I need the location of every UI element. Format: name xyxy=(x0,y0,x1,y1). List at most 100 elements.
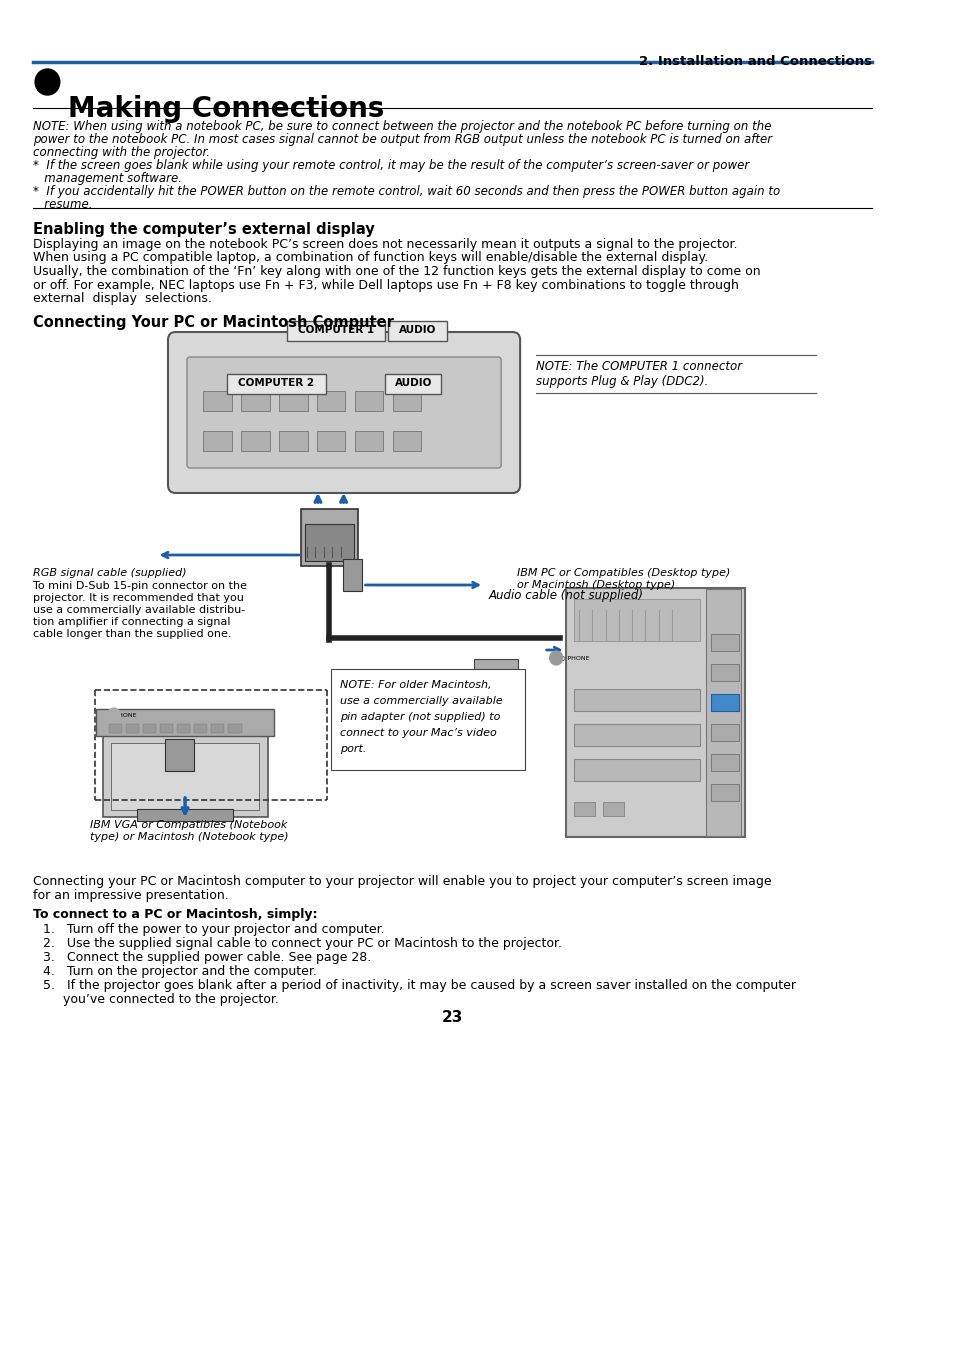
Text: or Macintosh (Desktop type): or Macintosh (Desktop type) xyxy=(517,580,675,590)
Text: 2. Installation and Connections: 2. Installation and Connections xyxy=(639,55,871,67)
Text: connecting with the projector.: connecting with the projector. xyxy=(33,146,210,159)
Circle shape xyxy=(107,708,120,723)
Text: COMPUTER 2: COMPUTER 2 xyxy=(238,377,314,388)
Text: for an impressive presentation.: for an impressive presentation. xyxy=(33,888,229,902)
FancyBboxPatch shape xyxy=(316,431,345,452)
FancyBboxPatch shape xyxy=(565,588,744,837)
FancyBboxPatch shape xyxy=(316,391,345,411)
FancyBboxPatch shape xyxy=(227,373,325,394)
FancyBboxPatch shape xyxy=(355,391,383,411)
FancyBboxPatch shape xyxy=(126,724,139,732)
Text: COMPUTER 1: COMPUTER 1 xyxy=(297,325,374,336)
Text: ○ PHONE: ○ PHONE xyxy=(559,655,589,661)
Text: *  If the screen goes blank while using your remote control, it may be the resul: * If the screen goes blank while using y… xyxy=(33,159,749,173)
Text: 5.   If the projector goes blank after a period of inactivity, it may be caused : 5. If the projector goes blank after a p… xyxy=(43,979,795,992)
FancyBboxPatch shape xyxy=(143,724,156,732)
Text: you’ve connected to the projector.: you’ve connected to the projector. xyxy=(43,993,278,1006)
Text: To connect to a PC or Macintosh, simply:: To connect to a PC or Macintosh, simply: xyxy=(33,909,317,921)
Text: tion amplifier if connecting a signal: tion amplifier if connecting a signal xyxy=(33,617,231,627)
FancyBboxPatch shape xyxy=(473,659,517,683)
Text: AUDIO: AUDIO xyxy=(398,325,436,336)
FancyBboxPatch shape xyxy=(279,431,307,452)
Text: ○ PHONE: ○ PHONE xyxy=(107,712,136,717)
FancyBboxPatch shape xyxy=(393,391,421,411)
FancyBboxPatch shape xyxy=(241,391,270,411)
FancyBboxPatch shape xyxy=(165,739,193,771)
Text: 2.   Use the supplied signal cable to connect your PC or Macintosh to the projec: 2. Use the supplied signal cable to conn… xyxy=(43,937,561,950)
FancyBboxPatch shape xyxy=(574,689,699,710)
Text: To mini D-Sub 15-pin connector on the: To mini D-Sub 15-pin connector on the xyxy=(33,581,247,590)
Text: Making Connections: Making Connections xyxy=(69,94,384,123)
FancyBboxPatch shape xyxy=(177,724,190,732)
FancyBboxPatch shape xyxy=(95,709,274,736)
Text: type) or Macintosh (Notebook type): type) or Macintosh (Notebook type) xyxy=(91,832,289,842)
Text: IBM VGA or Compatibles (Notebook: IBM VGA or Compatibles (Notebook xyxy=(91,820,287,830)
Circle shape xyxy=(35,69,60,94)
FancyBboxPatch shape xyxy=(300,510,357,566)
FancyBboxPatch shape xyxy=(168,332,519,493)
FancyBboxPatch shape xyxy=(574,759,699,780)
FancyBboxPatch shape xyxy=(385,373,441,394)
FancyBboxPatch shape xyxy=(304,524,354,561)
Text: use a commercially available: use a commercially available xyxy=(339,696,502,706)
FancyBboxPatch shape xyxy=(160,724,173,732)
FancyBboxPatch shape xyxy=(393,431,421,452)
FancyBboxPatch shape xyxy=(705,589,740,836)
FancyBboxPatch shape xyxy=(710,634,739,651)
FancyBboxPatch shape xyxy=(388,321,447,341)
FancyBboxPatch shape xyxy=(602,802,623,816)
Text: RGB signal cable (supplied): RGB signal cable (supplied) xyxy=(33,568,187,578)
Text: When using a PC compatible laptop, a combination of function keys will enable/di: When using a PC compatible laptop, a com… xyxy=(33,252,707,264)
Text: management software.: management software. xyxy=(33,173,182,185)
FancyBboxPatch shape xyxy=(710,724,739,741)
FancyBboxPatch shape xyxy=(136,809,233,821)
Text: IBM PC or Compatibles (Desktop type): IBM PC or Compatibles (Desktop type) xyxy=(517,568,730,578)
FancyBboxPatch shape xyxy=(187,357,500,468)
Text: external  display  selections.: external display selections. xyxy=(33,293,212,305)
Text: pin adapter (not supplied) to: pin adapter (not supplied) to xyxy=(339,712,499,723)
Text: AUDIO: AUDIO xyxy=(395,377,432,388)
Text: supports Plug & Play (DDC2).: supports Plug & Play (DDC2). xyxy=(536,375,708,388)
Text: port.: port. xyxy=(339,744,366,754)
FancyBboxPatch shape xyxy=(203,431,232,452)
Text: projector. It is recommended that you: projector. It is recommended that you xyxy=(33,593,244,603)
FancyBboxPatch shape xyxy=(211,724,224,732)
Text: 4.   Turn on the projector and the computer.: 4. Turn on the projector and the compute… xyxy=(43,965,316,979)
FancyBboxPatch shape xyxy=(710,694,739,710)
FancyBboxPatch shape xyxy=(279,391,307,411)
Text: 23: 23 xyxy=(441,1010,463,1024)
Text: NOTE: The COMPUTER 1 connector: NOTE: The COMPUTER 1 connector xyxy=(536,360,741,373)
FancyBboxPatch shape xyxy=(710,754,739,771)
Text: connect to your Mac’s video: connect to your Mac’s video xyxy=(339,728,496,737)
Text: Connecting Your PC or Macintosh Computer: Connecting Your PC or Macintosh Computer xyxy=(33,315,394,330)
FancyBboxPatch shape xyxy=(111,743,259,810)
FancyBboxPatch shape xyxy=(574,599,699,642)
FancyBboxPatch shape xyxy=(342,559,361,590)
FancyBboxPatch shape xyxy=(710,694,739,710)
Text: 2: 2 xyxy=(43,75,52,89)
Text: 1.   Turn off the power to your projector and computer.: 1. Turn off the power to your projector … xyxy=(43,923,384,936)
Text: cable longer than the supplied one.: cable longer than the supplied one. xyxy=(33,630,232,639)
FancyBboxPatch shape xyxy=(355,431,383,452)
FancyBboxPatch shape xyxy=(574,802,595,816)
FancyBboxPatch shape xyxy=(710,785,739,801)
Text: or off. For example, NEC laptops use Fn + F3, while Dell laptops use Fn + F8 key: or off. For example, NEC laptops use Fn … xyxy=(33,279,739,291)
Text: resume.: resume. xyxy=(33,198,92,212)
FancyBboxPatch shape xyxy=(710,665,739,681)
Text: *  If you accidentally hit the POWER button on the remote control, wait 60 secon: * If you accidentally hit the POWER butt… xyxy=(33,185,780,198)
Text: NOTE: For older Macintosh,: NOTE: For older Macintosh, xyxy=(339,679,491,690)
Text: Enabling the computer’s external display: Enabling the computer’s external display xyxy=(33,222,375,237)
Circle shape xyxy=(549,651,562,665)
Text: NOTE: When using with a notebook PC, be sure to connect between the projector an: NOTE: When using with a notebook PC, be … xyxy=(33,120,771,133)
FancyBboxPatch shape xyxy=(203,391,232,411)
FancyBboxPatch shape xyxy=(241,431,270,452)
Text: 3.   Connect the supplied power cable. See page 28.: 3. Connect the supplied power cable. See… xyxy=(43,950,371,964)
FancyBboxPatch shape xyxy=(109,724,122,732)
Text: Connecting your PC or Macintosh computer to your projector will enable you to pr: Connecting your PC or Macintosh computer… xyxy=(33,875,771,888)
Text: power to the notebook PC. In most cases signal cannot be output from RGB output : power to the notebook PC. In most cases … xyxy=(33,133,772,146)
Text: Audio cable (not supplied): Audio cable (not supplied) xyxy=(488,589,643,603)
FancyBboxPatch shape xyxy=(228,724,241,732)
FancyBboxPatch shape xyxy=(331,669,524,770)
FancyBboxPatch shape xyxy=(286,321,385,341)
Text: Usually, the combination of the ‘Fn’ key along with one of the 12 function keys : Usually, the combination of the ‘Fn’ key… xyxy=(33,266,760,278)
